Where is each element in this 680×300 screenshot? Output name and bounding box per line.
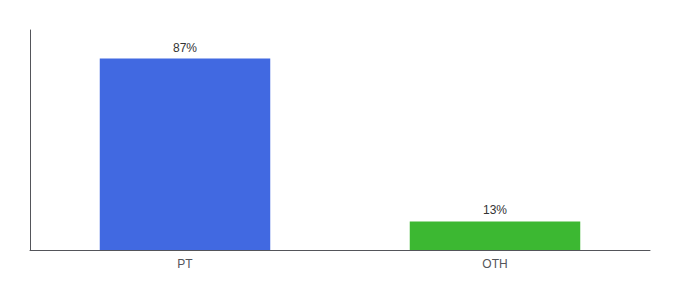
svg-text:PT: PT (177, 257, 193, 271)
svg-text:87%: 87% (173, 41, 197, 55)
svg-text:13%: 13% (483, 203, 507, 217)
svg-text:OTH: OTH (482, 257, 507, 271)
